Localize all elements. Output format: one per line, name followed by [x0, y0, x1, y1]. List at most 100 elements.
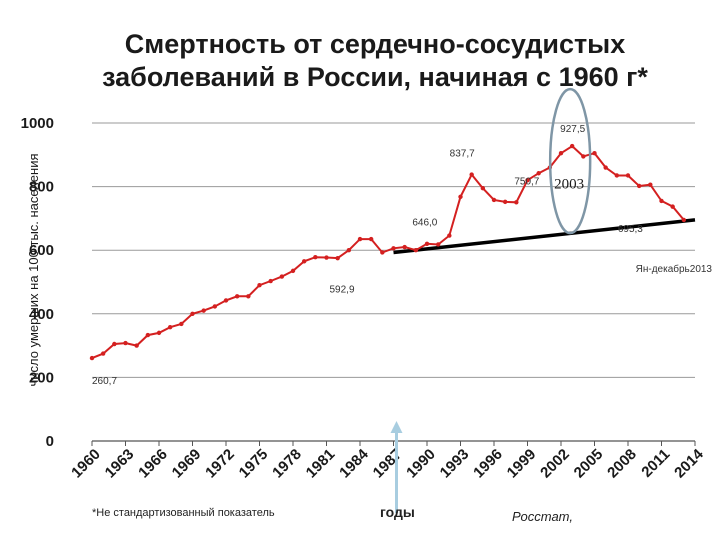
point-1985: [368, 236, 374, 242]
x-tick-1978: 1978: [269, 446, 305, 482]
y-tick-0: 0: [46, 433, 54, 450]
point-1999: [525, 178, 530, 183]
source-label: Росстат,: [512, 509, 573, 524]
point-1966: [156, 330, 162, 336]
point-1969: [190, 311, 195, 316]
label-1960: 260,7: [92, 376, 117, 387]
x-tick-2005: 2005: [571, 446, 607, 482]
y-tick-400: 400: [29, 306, 54, 323]
label-927: 927,5: [560, 124, 585, 135]
series-line: [89, 143, 687, 361]
year-callout: 2003: [554, 177, 584, 193]
point-1960: [89, 355, 95, 361]
label-837: 837,7: [450, 149, 475, 160]
point-1981: [324, 255, 329, 260]
x-tick-2014: 2014: [671, 445, 707, 481]
point-1986: [380, 250, 385, 255]
data-labels: 260,7 592,9 646,0 837,7 750,7 927,5 695,3 Ян-де…: [92, 124, 712, 387]
x-tick-1972: 1972: [202, 446, 238, 482]
point-2009: [636, 183, 642, 189]
point-1965: [145, 332, 151, 338]
point-2002: [558, 151, 564, 156]
x-tick-1966: 1966: [135, 446, 171, 482]
x-axis: 1960196319661969197219751978198119841987…: [68, 440, 707, 482]
point-1993: [458, 194, 463, 199]
point-2011: [659, 198, 664, 204]
point-1978: [290, 268, 296, 274]
x-tick-1993: 1993: [437, 446, 473, 482]
point-2005: [592, 151, 597, 156]
point-1982: [335, 255, 340, 261]
x-tick-1963: 1963: [102, 446, 138, 482]
footnote: *Не стандартизованный показатель: [92, 507, 275, 519]
point-1975: [257, 282, 262, 288]
point-1977: [279, 274, 285, 279]
y-tick-800: 800: [29, 179, 54, 196]
x-tick-1984: 1984: [336, 445, 372, 481]
point-1968: [179, 321, 184, 327]
point-1980: [313, 254, 318, 260]
point-1989: [413, 248, 419, 253]
arrow-head: [390, 421, 403, 433]
point-1970: [201, 308, 206, 313]
point-2003: [569, 143, 575, 149]
label-695: 695,3: [618, 224, 643, 235]
y-tick-600: 600: [29, 242, 54, 259]
chart-title: Смертность от сердечно-сосудистых заболе…: [102, 29, 648, 92]
point-1987: [391, 246, 396, 251]
y-axis: 0 200 400 600 800 1000: [21, 115, 54, 450]
point-1967: [167, 324, 173, 330]
x-axis-label: годы: [380, 504, 415, 520]
point-1961: [100, 351, 106, 356]
point-1972: [223, 298, 229, 303]
point-2013: [681, 217, 687, 223]
x-tick-1975: 1975: [236, 446, 272, 482]
point-1983: [346, 248, 352, 253]
callouts: 2003: [390, 87, 592, 513]
point-2008: [625, 173, 631, 178]
y-axis-label: число умерших на 100 тыс. населения: [26, 153, 41, 386]
trend-line-segment: [393, 218, 696, 255]
x-tick-2002: 2002: [537, 446, 573, 482]
x-tick-1996: 1996: [470, 446, 506, 482]
point-2006: [603, 165, 608, 170]
point-1991: [435, 242, 441, 247]
y-tick-200: 200: [29, 369, 54, 386]
point-1984: [357, 236, 363, 242]
x-tick-1999: 1999: [504, 446, 540, 482]
point-1995: [480, 185, 486, 191]
point-1988: [402, 244, 407, 250]
point-1973: [234, 294, 240, 299]
point-1974: [246, 294, 251, 299]
point-2012: [670, 204, 675, 209]
point-1979: [301, 259, 307, 264]
label-646: 646,0: [412, 218, 437, 229]
point-1998: [514, 200, 519, 205]
point-1990: [424, 241, 430, 247]
trend-line: [393, 218, 696, 255]
point-2007: [614, 173, 620, 178]
x-tick-2008: 2008: [604, 446, 640, 482]
point-1994: [469, 172, 474, 177]
point-1962: [112, 341, 117, 347]
x-tick-1981: 1981: [303, 446, 339, 482]
x-tick-1987: 1987: [370, 446, 406, 482]
point-2004: [581, 154, 586, 159]
point-2000: [536, 171, 541, 176]
x-tick-2011: 2011: [638, 446, 673, 481]
point-1996: [491, 197, 497, 203]
point-1971: [212, 304, 218, 309]
point-1964: [134, 343, 139, 348]
x-tick-1960: 1960: [68, 446, 104, 482]
point-1992: [447, 233, 452, 238]
point-1963: [123, 340, 128, 346]
point-1976: [268, 278, 273, 284]
grid-lines: [92, 122, 695, 442]
label-592: 592,9: [330, 284, 355, 295]
label-750: 750,7: [514, 176, 539, 187]
y-tick-1000: 1000: [21, 115, 54, 132]
point-2010: [648, 182, 653, 187]
series-polyline: [91, 144, 685, 360]
x-tick-1969: 1969: [169, 446, 205, 482]
